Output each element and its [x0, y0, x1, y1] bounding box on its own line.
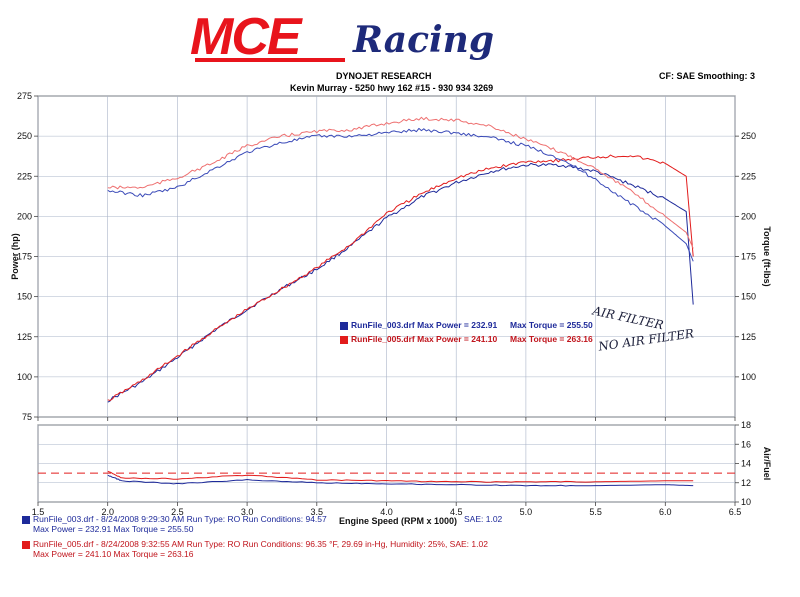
af-x-axis-label: Engine Speed (RPM x 1000)	[339, 516, 457, 526]
af-x-tick-label-9: 6.0	[659, 507, 672, 517]
af-x-tick-label-2: 2.5	[171, 507, 184, 517]
af-series-line-0	[107, 474, 694, 487]
main-y-tick-label-1: 100	[17, 372, 32, 382]
legend-torque-run2: Max Torque = 263.16	[510, 334, 593, 344]
af-x-tick-label-3: 3.0	[241, 507, 254, 517]
main-y2-tick-label-5: 225	[741, 171, 756, 181]
af-x-tick-label-10: 6.5	[729, 507, 742, 517]
legend-swatch-run1	[340, 321, 348, 330]
af-series-line-1	[107, 470, 694, 483]
af-x-tick-label-7: 5.0	[520, 507, 533, 517]
af-y-tick-label-4: 18	[741, 420, 751, 430]
series-line-torque-3	[107, 116, 694, 249]
legend-power-run1: Max Power = 232.91	[417, 320, 498, 330]
settings-line: CF: SAE Smoothing: 3	[659, 71, 755, 81]
af-y-tick-label-3: 16	[741, 439, 751, 449]
logo-mce-text: MCE	[190, 8, 303, 66]
legend-row-run2: RunFile_005.drf Max Power = 241.10 Max To…	[340, 334, 593, 346]
contact-line: Kevin Murray - 5250 hwy 162 #15 - 930 93…	[290, 83, 494, 93]
footer-swatch-run2	[22, 540, 30, 549]
main-y-tick-label-6: 225	[17, 171, 32, 181]
footer-swatch-run1	[22, 515, 30, 524]
mce-racing-logo: MCE Racing	[190, 8, 494, 66]
af-x-tick-label-6: 4.5	[450, 507, 463, 517]
af-x-tick-label-4: 3.5	[311, 507, 324, 517]
footer-run1: RunFile_003.drf - 8/24/2008 9:29:30 AM R…	[22, 514, 327, 534]
main-y2-tick-label-1: 125	[741, 332, 756, 342]
main-y-tick-label-2: 125	[17, 332, 32, 342]
logo-racing-text: Racing	[352, 19, 494, 61]
footer-run2-line2: Max Power = 241.10 Max Torque = 263.16	[33, 549, 194, 559]
legend-file-run1: RunFile_003.drf	[351, 320, 415, 330]
main-y2-axis-label: Torque (ft-lbs)	[762, 226, 772, 286]
af-x-tick-label-5: 4.0	[380, 507, 393, 517]
af-x-tick-label-1: 2.0	[101, 507, 114, 517]
af-y-tick-label-1: 12	[741, 478, 751, 488]
af-y-tick-label-2: 14	[741, 459, 751, 469]
legend-torque-run1: Max Torque = 255.50	[510, 320, 593, 330]
main-y2-tick-label-4: 200	[741, 211, 756, 221]
main-y-tick-label-0: 75	[22, 412, 32, 422]
af-x-tick-label-8: 5.5	[589, 507, 602, 517]
main-y-tick-label-5: 200	[17, 211, 32, 221]
af-x-tick-label-0: 1.5	[32, 507, 45, 517]
main-y-tick-label-7: 250	[17, 131, 32, 141]
legend-power-run2: Max Power = 241.10	[417, 334, 498, 344]
footer-run1-line2: Max Power = 232.91 Max Torque = 255.50	[33, 524, 194, 534]
chart-legend: RunFile_003.drf Max Power = 232.91 Max To…	[340, 320, 593, 346]
af-y-axis-label: Air/Fuel	[762, 447, 772, 481]
main-y2-tick-label-2: 150	[741, 292, 756, 302]
main-y-tick-label-3: 150	[17, 292, 32, 302]
footer-run2: RunFile_005.drf - 8/24/2008 9:32:55 AM R…	[22, 539, 488, 559]
af-y-tick-label-0: 10	[741, 497, 751, 507]
main-y-tick-label-4: 175	[17, 252, 32, 262]
company-name: DYNOJET RESEARCH	[336, 71, 432, 81]
legend-file-run2: RunFile_005.drf	[351, 334, 415, 344]
series-line-torque-2	[107, 127, 694, 262]
footer-run1-line1: RunFile_003.drf - 8/24/2008 9:29:30 AM R…	[33, 514, 327, 524]
main-y-tick-label-8: 275	[17, 91, 32, 101]
main-y2-tick-label-0: 100	[741, 372, 756, 382]
legend-swatch-run2	[340, 335, 348, 344]
main-y2-tick-label-3: 175	[741, 252, 756, 262]
main-y2-tick-label-6: 250	[741, 131, 756, 141]
series-line-power-1	[107, 154, 694, 401]
main-y-axis-label: Power (hp)	[10, 233, 20, 280]
footer-run2-line1: RunFile_005.drf - 8/24/2008 9:32:55 AM R…	[33, 539, 488, 549]
footer-run1-tail: SAE: 1.02	[464, 514, 503, 524]
legend-row-run1: RunFile_003.drf Max Power = 232.91 Max To…	[340, 320, 593, 332]
